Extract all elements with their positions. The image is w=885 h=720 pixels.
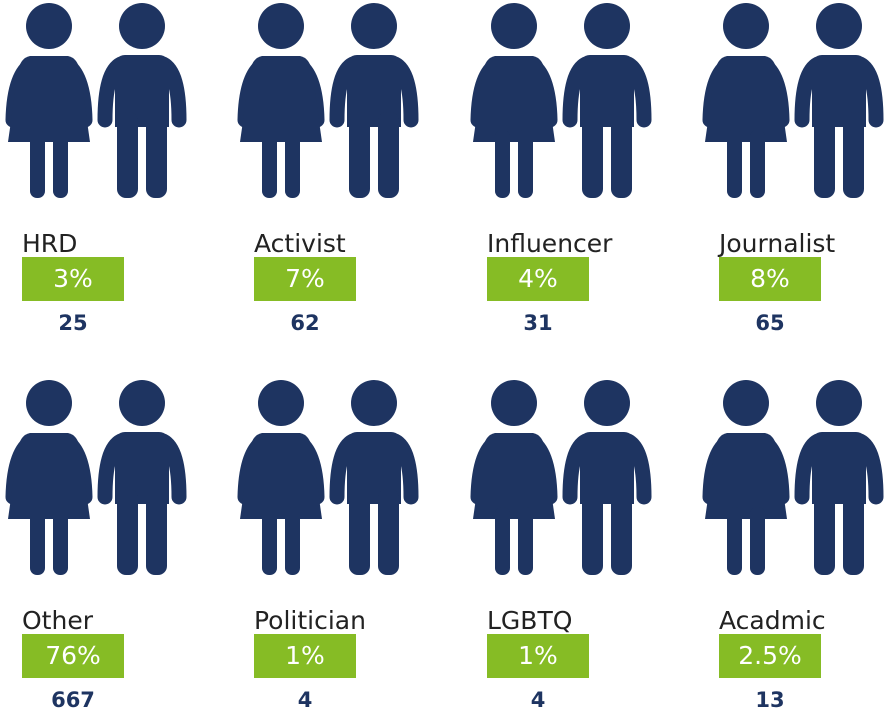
person-card: Activist 7% 62 <box>240 3 411 335</box>
woman-icon <box>240 380 322 575</box>
category-label: Activist <box>254 229 346 258</box>
category-label: Other <box>22 606 94 635</box>
percent-label: 1% <box>285 641 325 670</box>
person-card: HRD 3% 25 <box>8 3 179 335</box>
count-label: 62 <box>290 311 319 335</box>
person-card: LGBTQ 1% 4 <box>473 380 644 712</box>
count-label: 65 <box>755 311 784 335</box>
percent-label: 7% <box>285 264 325 293</box>
man-icon <box>337 3 411 198</box>
man-icon <box>570 3 644 198</box>
category-label: Acadmic <box>719 606 826 635</box>
man-icon <box>105 3 179 198</box>
count-label: 4 <box>531 688 546 712</box>
count-label: 13 <box>755 688 784 712</box>
category-label: HRD <box>22 229 77 258</box>
count-label: 25 <box>58 311 87 335</box>
percent-box <box>254 634 356 678</box>
man-icon <box>802 380 876 575</box>
woman-icon <box>8 380 90 575</box>
man-icon <box>105 380 179 575</box>
woman-icon <box>705 3 787 198</box>
count-label: 4 <box>298 688 313 712</box>
woman-icon <box>8 3 90 198</box>
percent-label: 2.5% <box>738 641 802 670</box>
percent-label: 8% <box>750 264 790 293</box>
category-label: Politician <box>254 606 366 635</box>
percent-label: 76% <box>45 641 101 670</box>
percent-box <box>254 257 356 301</box>
woman-icon <box>705 380 787 575</box>
percent-label: 3% <box>53 264 93 293</box>
category-label: Journalist <box>717 229 835 258</box>
woman-icon <box>473 380 555 575</box>
percent-box <box>22 634 124 678</box>
man-icon <box>802 3 876 198</box>
woman-icon <box>240 3 322 198</box>
percent-box <box>487 257 589 301</box>
percent-box <box>719 257 821 301</box>
category-label: LGBTQ <box>487 606 572 635</box>
percent-label: 1% <box>518 641 558 670</box>
person-card: Influencer 4% 31 <box>473 3 644 335</box>
count-label: 667 <box>51 688 95 712</box>
man-icon <box>337 380 411 575</box>
man-icon <box>570 380 644 575</box>
category-label: Influencer <box>487 229 613 258</box>
percent-label: 4% <box>518 264 558 293</box>
person-card: Politician 1% 4 <box>240 380 411 712</box>
person-card: Other 76% 667 <box>8 380 179 712</box>
person-card: Journalist 8% 65 <box>705 3 876 335</box>
count-label: 31 <box>523 311 552 335</box>
woman-icon <box>473 3 555 198</box>
percent-box <box>719 634 821 678</box>
percent-box <box>487 634 589 678</box>
percent-box <box>22 257 124 301</box>
person-card: Acadmic 2.5% 13 <box>705 380 876 712</box>
